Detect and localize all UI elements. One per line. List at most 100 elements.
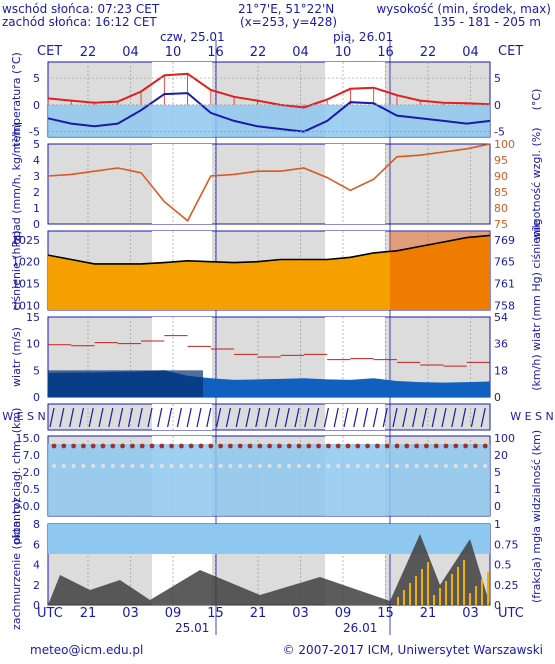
wind-direction-arrow <box>108 407 114 428</box>
precip-tick: 3 <box>33 170 40 183</box>
top-hour-label: 22 <box>420 45 437 60</box>
tz-left-top: CET <box>37 44 63 59</box>
bottom-hour-label: 21 <box>80 606 97 621</box>
cloud-dot <box>375 443 380 449</box>
wind-direction-arrow <box>363 407 369 428</box>
cloud-dot <box>414 443 419 449</box>
top-hour-label: 22 <box>80 45 97 60</box>
temp-tick-left: 5 <box>33 72 40 85</box>
wind-direction-arrow <box>127 407 133 428</box>
cloud-dot <box>130 443 135 449</box>
cloud-dot-low <box>120 464 125 468</box>
wind-direction-arrow <box>402 407 408 428</box>
humidity-tick: 75 <box>494 218 508 231</box>
fog-tick-right: 0.75 <box>494 538 519 551</box>
wind-direction-arrow <box>343 407 349 428</box>
top-hour-label: 22 <box>250 45 267 60</box>
wind-direction-arrow <box>255 407 261 428</box>
cloud-dot <box>365 443 370 449</box>
cover-tick-left: 8 <box>33 518 40 531</box>
axis-title-right: wilgotność wzgl. (%) <box>530 128 543 241</box>
cloud-dot-low <box>110 464 115 468</box>
top-hour-label: 16 <box>377 45 394 60</box>
humidity-tick: 85 <box>494 186 508 199</box>
wind-tick-right: 36 <box>494 338 508 351</box>
axis-title-right: (km/h) wiatr <box>530 323 543 391</box>
cloud-dot <box>345 443 351 449</box>
wind-direction-arrow <box>98 407 104 428</box>
precip-tick: 2 <box>33 186 40 199</box>
coordinates-text: 21°7'E, 51°22'N <box>238 2 335 16</box>
wind-direction-arrow <box>441 407 447 428</box>
bottom-hour-label: 15 <box>207 606 224 621</box>
wind-direction-arrow <box>216 407 222 428</box>
cover-tick-left: 0 <box>33 599 40 612</box>
cloud-dot-low <box>365 464 370 468</box>
humidity-tick: 95 <box>494 154 508 167</box>
visibility-tick-right: 100 <box>494 432 515 445</box>
axis-title-right: (°C) <box>530 89 543 111</box>
top-hour-label: 04 <box>292 45 309 60</box>
wind-direction-arrow <box>186 407 192 428</box>
cloud-dot-low <box>81 464 86 468</box>
cover-tick-left: 4 <box>33 559 40 572</box>
cloud-dot-low <box>71 464 76 468</box>
bottom-hour-label: 09 <box>335 606 352 621</box>
pressure-tick-right: 769 <box>494 234 515 247</box>
cloud-dot-low <box>395 464 399 468</box>
wind-direction-arrow <box>245 407 251 428</box>
cloud-dot <box>159 443 165 449</box>
cloud-dot-low <box>150 464 154 468</box>
cloud-dot <box>139 443 145 449</box>
cloud-dot <box>228 443 233 449</box>
cloud-dot-low <box>434 464 439 468</box>
contact-email[interactable]: meteo@icm.edu.pl <box>30 643 144 657</box>
wind-direction-arrow <box>451 407 457 428</box>
cloud-dot-low <box>238 464 243 468</box>
cloud-dot-low <box>267 464 272 468</box>
wind-direction-arrow <box>196 407 202 428</box>
cloud-dot-low <box>130 464 135 468</box>
temp-tick-right: 5 <box>494 72 501 85</box>
top-hour-label: 10 <box>335 45 352 60</box>
wind-direction-arrow <box>167 407 173 428</box>
cloud-dot <box>198 443 204 449</box>
day2-bottom: 26.01 <box>343 621 378 635</box>
wind-direction-arrow <box>323 407 329 428</box>
cloud-dot-low <box>473 464 478 468</box>
sunset-text: zachód słońca: 16:12 CET <box>2 15 157 29</box>
temp-tick-right: -5 <box>494 126 505 139</box>
pressure-tick-right: 765 <box>494 256 515 269</box>
wind-direction-arrow <box>235 407 241 428</box>
cloud-dot <box>100 443 106 449</box>
day1-top: czw, 25.01 <box>160 30 225 44</box>
cloud-tick-left: 2.0 <box>23 466 41 479</box>
cloud-dot <box>316 443 321 449</box>
fog-tick-right: 1 <box>494 518 501 531</box>
cloud-dot <box>61 443 67 449</box>
wind-tick-left: 0 <box>33 391 40 404</box>
humidity-tick: 100 <box>494 138 515 151</box>
cloud-dot-low <box>169 464 174 468</box>
cloud-dot <box>247 443 253 449</box>
cloud-dot <box>179 443 184 449</box>
wind-direction-arrow <box>382 407 388 428</box>
axis-title-left: wiatr (m/s) <box>10 327 23 387</box>
below-zero-fill <box>48 104 490 137</box>
wind-tick-right: 54 <box>494 311 508 324</box>
fog-tick-right: 0.5 <box>494 559 512 572</box>
cloud-dot <box>169 443 175 449</box>
wind-direction-arrow <box>353 407 359 428</box>
top-hour-label: 16 <box>207 45 224 60</box>
direction-label-right: W E S N <box>510 410 554 423</box>
wind-direction-arrow <box>69 407 75 428</box>
wind-direction-arrow <box>431 407 437 428</box>
wind-direction-arrow <box>147 407 153 428</box>
bottom-hour-label: 03 <box>462 606 479 621</box>
cloud-dot-low <box>159 464 164 468</box>
temperature-line <box>47 72 491 109</box>
bottom-hour-label: 15 <box>377 606 394 621</box>
wind-direction-arrow <box>59 407 65 428</box>
panel-dir-frame <box>47 403 491 431</box>
cloud-dot <box>443 443 449 449</box>
